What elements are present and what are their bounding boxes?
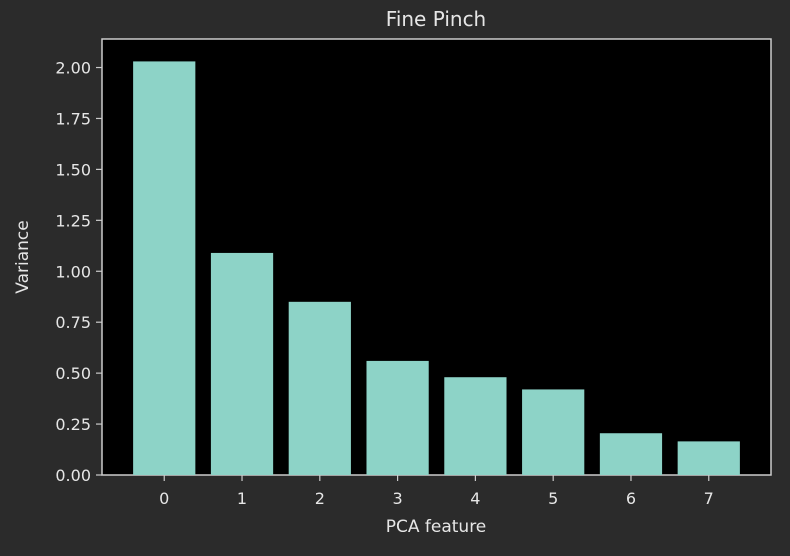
y-tick-label: 1.50 (55, 160, 91, 179)
x-axis-label: PCA feature (386, 517, 487, 537)
y-axis-label: Variance (13, 220, 33, 293)
bars-group (133, 61, 740, 475)
x-tick-label: 1 (237, 489, 247, 508)
y-axis-ticks: 0.00 0.25 0.50 0.75 1.00 1.25 1.50 1.75 2.00 (55, 59, 102, 485)
bar-1 (210, 252, 274, 475)
plot-area (101, 38, 772, 476)
y-tick-label: 0.25 (55, 415, 91, 434)
x-tick-label: 7 (704, 489, 714, 508)
y-tick-label: 0.75 (55, 313, 91, 332)
bar-3 (366, 360, 429, 475)
x-axis-ticks: 0 1 2 3 4 5 6 7 (159, 475, 714, 508)
x-tick-label: 6 (626, 489, 636, 508)
y-tick-label: 0.50 (55, 364, 91, 383)
y-tick-label: 0.00 (55, 466, 91, 485)
bar-2 (288, 301, 351, 475)
bar-6 (599, 433, 663, 475)
chart-title: Fine Pinch (386, 7, 486, 31)
x-tick-label: 0 (159, 489, 169, 508)
bar-5 (522, 389, 585, 475)
bar-0 (133, 61, 196, 475)
x-tick-label: 5 (548, 489, 558, 508)
y-tick-label: 2.00 (55, 59, 91, 78)
x-tick-label: 2 (315, 489, 325, 508)
y-tick-label: 1.25 (55, 211, 91, 230)
x-tick-label: 4 (470, 489, 480, 508)
bar-4 (444, 377, 507, 475)
x-tick-label: 3 (393, 489, 403, 508)
y-tick-label: 1.75 (55, 109, 91, 128)
y-tick-label: 1.00 (55, 262, 91, 281)
bar-7 (677, 441, 740, 475)
